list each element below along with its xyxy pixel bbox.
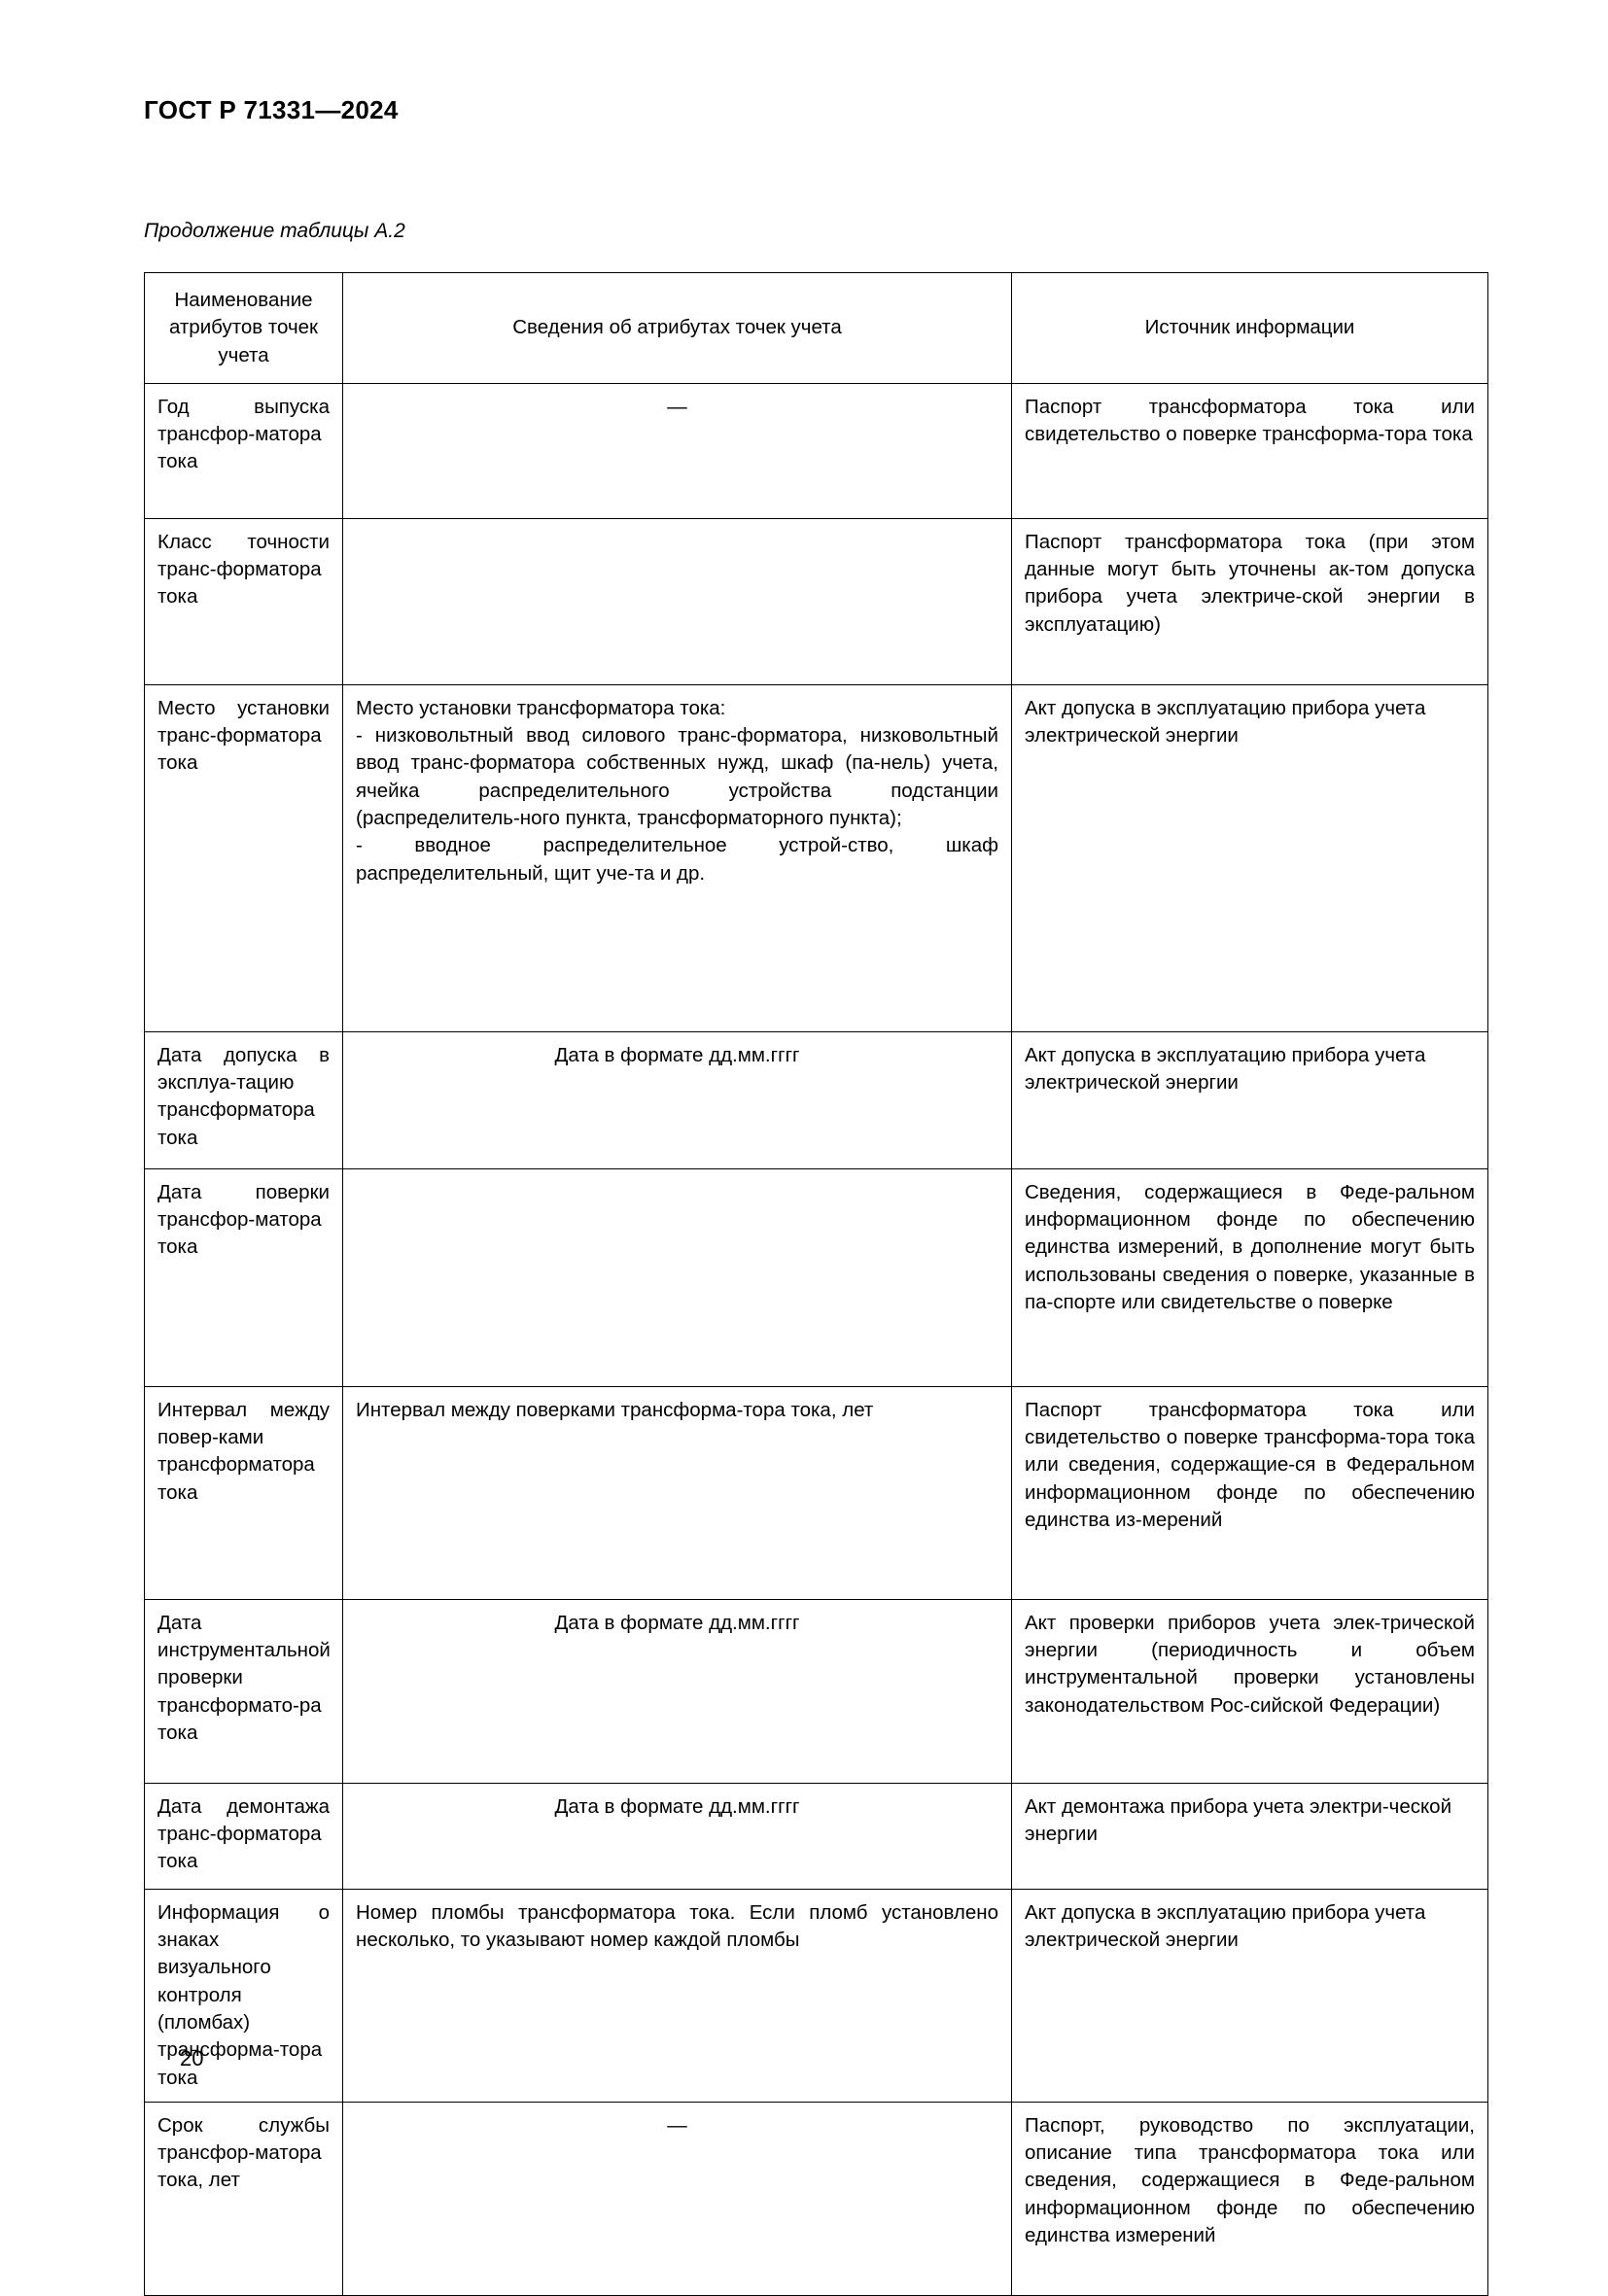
cell-attribute-name: Место установки транс-форматора тока [144,683,343,1032]
cell-information-source: Паспорт, руководство по эксплуатации, оп… [1011,2101,1488,2296]
cell-information-source: Акт допуска в эксплуатацию прибора учета… [1011,1030,1488,1169]
standard-designation: ГОСТ Р 71331—2024 [144,95,399,124]
table-row: Дата поверки трансфор-матора тока Сведен… [144,1167,1488,1387]
cell-attribute-details: Место установки трансформатора тока: - н… [342,683,1012,1032]
cell-attribute-name: Дата инструментальной проверки трансформ… [144,1598,343,1784]
table-header-row: Наименование атрибутов точек учета Сведе… [144,272,1488,384]
details-line: - низковольтный ввод силового транс-форм… [356,724,998,829]
details-line: - вводное распределительное устрой-ство,… [356,834,998,885]
column-header-information-source: Источник информации [1011,272,1488,384]
cell-information-source: Акт допуска в эксплуатацию прибора учета… [1011,683,1488,1032]
cell-attribute-details: Дата в формате дд.мм.гггг [342,1598,1012,1784]
column-header-attribute-name: Наименование атрибутов точек учета [144,272,343,384]
table-row: Срок службы трансфор-матора тока, лет — … [144,2101,1488,2296]
table-row: Информация о знаках визуального контроля… [144,1888,1488,2103]
cell-attribute-details: Интервал между поверками трансформа-тора… [342,1385,1012,1600]
details-line: Место установки трансформатора тока: [356,696,726,719]
cell-information-source: Акт демонтажа прибора учета электри-ческ… [1011,1782,1488,1890]
cell-information-source: Акт проверки приборов учета элек-трическ… [1011,1598,1488,1784]
cell-attribute-details [342,517,1012,685]
table-caption: Продолжение таблицы А.2 [144,220,405,242]
cell-attribute-name: Информация о знаках визуального контроля… [144,1888,343,2103]
table-row: Дата демонтажа транс-форматора тока Дата… [144,1782,1488,1890]
cell-information-source: Паспорт трансформатора тока или свидетел… [1011,1385,1488,1600]
cell-attribute-name: Класс точности транс-форматора тока [144,517,343,685]
cell-information-source: Паспорт трансформатора тока или свидетел… [1011,382,1488,519]
cell-information-source: Паспорт трансформатора тока (при этом да… [1011,517,1488,685]
table-row: Интервал между повер-ками трансформатора… [144,1385,1488,1600]
table-row: Дата допуска в эксплуа-тацию трансформат… [144,1030,1488,1169]
cell-attribute-name: Год выпуска трансфор-матора тока [144,382,343,519]
cell-attribute-details [342,1167,1012,1387]
cell-attribute-name: Интервал между повер-ками трансформатора… [144,1385,343,1600]
cell-information-source: Акт допуска в эксплуатацию прибора учета… [1011,1888,1488,2103]
table-row: Дата инструментальной проверки трансформ… [144,1598,1488,1784]
cell-information-source: Сведения, содержащиеся в Феде-ральном ин… [1011,1167,1488,1387]
column-header-attribute-details: Сведения об атрибутах точек учета [342,272,1012,384]
cell-attribute-details: — [342,382,1012,519]
table-row: Место установки транс-форматора тока Мес… [144,683,1488,1032]
cell-attribute-details: Номер пломбы трансформатора тока. Если п… [342,1888,1012,2103]
cell-attribute-name: Дата допуска в эксплуа-тацию трансформат… [144,1030,343,1169]
cell-attribute-name: Срок службы трансфор-матора тока, лет [144,2101,343,2296]
table-row: Класс точности транс-форматора тока Пасп… [144,517,1488,685]
table-row: Год выпуска трансфор-матора тока — Паспо… [144,382,1488,519]
page-number: 20 [180,2046,204,2070]
table-container: Наименование атрибутов точек учета Сведе… [144,272,1488,2296]
cell-attribute-details: Дата в формате дд.мм.гггг [342,1782,1012,1890]
cell-attribute-name: Дата демонтажа транс-форматора тока [144,1782,343,1890]
attributes-table: Наименование атрибутов точек учета Сведе… [144,272,1488,2296]
cell-attribute-details: Дата в формате дд.мм.гггг [342,1030,1012,1169]
cell-attribute-name: Дата поверки трансфор-матора тока [144,1167,343,1387]
cell-attribute-details: — [342,2101,1012,2296]
